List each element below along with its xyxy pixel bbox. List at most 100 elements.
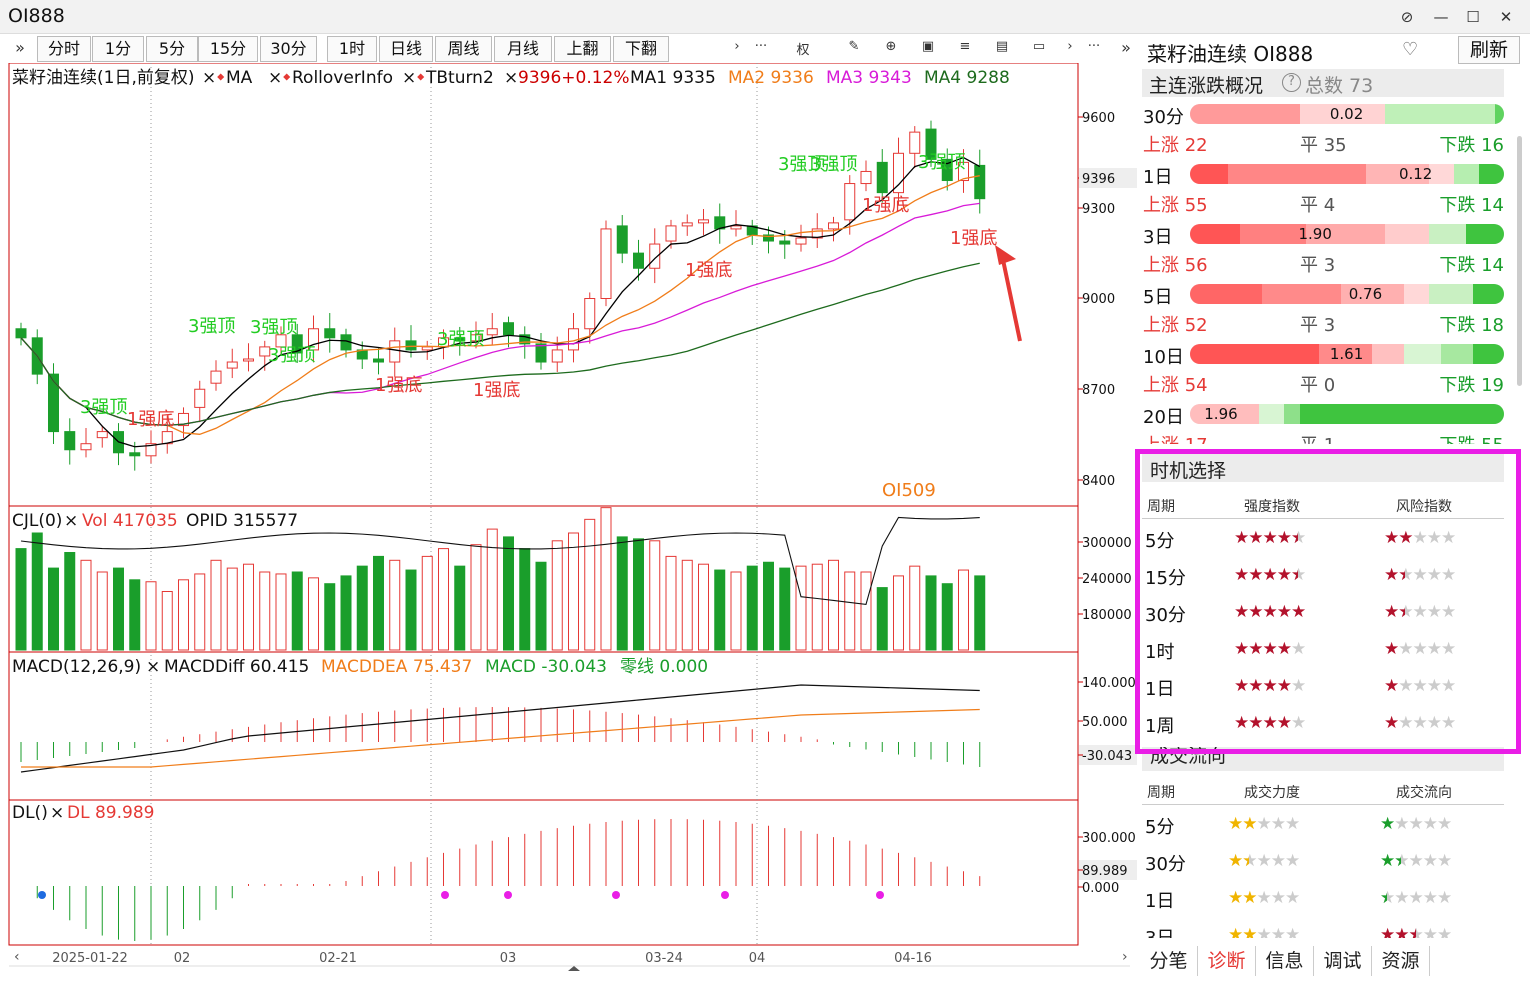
bar-segment [1340, 284, 1404, 304]
dl-signal-dot [876, 891, 884, 899]
candle-body [308, 328, 319, 351]
volume-bar [243, 563, 254, 651]
refresh-button[interactable]: 刷新 [1458, 36, 1520, 64]
minimize-icon[interactable]: — [1433, 8, 1449, 26]
summary-period: 5日 [1143, 287, 1173, 308]
right-tab-2[interactable]: 信息 [1256, 946, 1314, 976]
help-icon[interactable]: ⊘ [1400, 8, 1414, 26]
candle-body [616, 225, 628, 254]
candle-body [291, 334, 303, 354]
strength-stars: ★★★★★ [1234, 676, 1306, 696]
direction-stars: ★★★★★★ [1380, 888, 1452, 908]
summary-bar-row: 3日 1.90 [1142, 220, 1504, 248]
macd-legend-x: × [146, 657, 160, 677]
maximize-icon[interactable]: ☐ [1466, 8, 1480, 26]
toolbar-more-icon[interactable]: ··· [754, 39, 768, 54]
bar-segment [1299, 104, 1385, 124]
timing-period: 1周 [1145, 716, 1175, 737]
summary-bar-row: 20日 1.96 [1142, 400, 1504, 428]
candle-body [178, 412, 189, 427]
summary-count-row: 上涨 56 平 3 下跌 14 [1142, 250, 1504, 278]
volume-bar [844, 571, 856, 651]
period-button-1[interactable]: 1分 [92, 36, 144, 62]
xaxis-label: 03 [500, 951, 517, 966]
camera-icon[interactable]: ▣ [921, 39, 935, 54]
summary-value: 0.02 [1329, 105, 1364, 123]
toolbar-expand-icon[interactable]: » [1121, 38, 1131, 57]
right-tab-4[interactable]: 资源 [1372, 946, 1430, 976]
period-button-2[interactable]: 5分 [146, 36, 198, 62]
legend-x1: × [202, 68, 216, 88]
period-button-8[interactable]: 月线 [494, 36, 552, 62]
candle-body [405, 340, 417, 351]
timing-header-col: 周期 [1147, 499, 1175, 515]
up-count: 上涨 56 [1143, 255, 1208, 276]
signal-label: 3强顶 [250, 317, 297, 338]
period-button-3[interactable]: 15分 [198, 36, 258, 62]
bar-segment [1384, 224, 1429, 244]
scrollbar-thumb[interactable] [1517, 136, 1522, 386]
period-button-0[interactable]: 分时 [37, 36, 91, 62]
period-button-4[interactable]: 30分 [260, 36, 317, 62]
volume-bar [681, 559, 693, 651]
volume-bar [324, 583, 336, 651]
help-circle-icon[interactable]: ? [1282, 73, 1301, 92]
volume-bar [925, 575, 937, 651]
candle-body [828, 222, 839, 230]
bar-segment [1403, 344, 1442, 364]
right-tab-1[interactable]: 诊断 [1198, 946, 1256, 976]
period-button-5[interactable]: 1时 [327, 36, 377, 62]
volume-bar [665, 555, 677, 651]
period-button-6[interactable]: 日线 [379, 36, 433, 62]
toolbar-next2-icon[interactable]: › [1067, 39, 1073, 54]
download-icon[interactable]: ⊕ [885, 39, 897, 54]
favorite-heart-icon[interactable]: ♡ [1402, 39, 1419, 60]
summary-value: 1.96 [1204, 405, 1238, 423]
strength-stars: ★★★★★★ [1234, 565, 1306, 585]
volume-bar [113, 567, 124, 651]
candle-body [649, 243, 661, 269]
bar-segment [1494, 104, 1504, 124]
period-button-9[interactable]: 上翻 [554, 36, 611, 62]
adjust-right-icon[interactable]: 权 [796, 43, 810, 58]
layout-icon[interactable]: ▭ [1032, 39, 1046, 54]
legend-ma1: MA1 9335 [630, 68, 716, 88]
summary-period: 10日 [1143, 347, 1184, 368]
candle-body [535, 343, 547, 363]
strength-stars: ★★★★★ [1234, 713, 1306, 733]
candle-body [551, 349, 563, 363]
settings-icon[interactable]: ≡ [959, 39, 971, 54]
summary-count-row: 上涨 52 平 3 下跌 18 [1142, 310, 1504, 338]
panel-icon[interactable]: ▤ [995, 39, 1009, 54]
right-tab-0[interactable]: 分笔 [1140, 946, 1198, 976]
legend-ma3: MA3 9343 [826, 68, 912, 88]
dl-legend-dl: DL 89.989 [67, 803, 154, 823]
window-title: OI888 [8, 5, 65, 27]
period-button-7[interactable]: 周线 [435, 36, 492, 62]
toolbar-next-icon[interactable]: › [734, 39, 740, 54]
legend-tbturn: TBturn2 [425, 68, 494, 88]
flat-count: 平 3 [1300, 255, 1336, 276]
volume-bar [811, 563, 823, 651]
toolbar-collapse-icon[interactable]: » [15, 38, 25, 57]
candle-body [324, 328, 336, 339]
draw-pen-icon[interactable]: ✎ [848, 39, 860, 54]
volume-bar [486, 528, 498, 651]
toolbar-more2-icon[interactable]: ··· [1087, 39, 1101, 54]
candle-body [194, 388, 206, 408]
close-icon[interactable]: ✕ [1499, 8, 1513, 26]
period-button-10[interactable]: 下翻 [613, 36, 669, 62]
power-stars: ★★★★★ [1228, 888, 1300, 908]
summary-period: 30分 [1143, 107, 1184, 128]
volume-bar [194, 573, 206, 651]
right-tab-3[interactable]: 调试 [1314, 946, 1372, 976]
bar-segment [1441, 344, 1473, 364]
ytick-label: 8400 [1082, 474, 1115, 489]
dl-signal-dot [504, 891, 512, 899]
bar-segment [1190, 284, 1263, 304]
summary-count-row: 上涨 54 平 0 下跌 19 [1142, 370, 1504, 398]
signal-label: 1强底 [862, 195, 909, 216]
opid-line [20, 516, 980, 605]
timing-header-col: 风险指数 [1396, 499, 1452, 515]
